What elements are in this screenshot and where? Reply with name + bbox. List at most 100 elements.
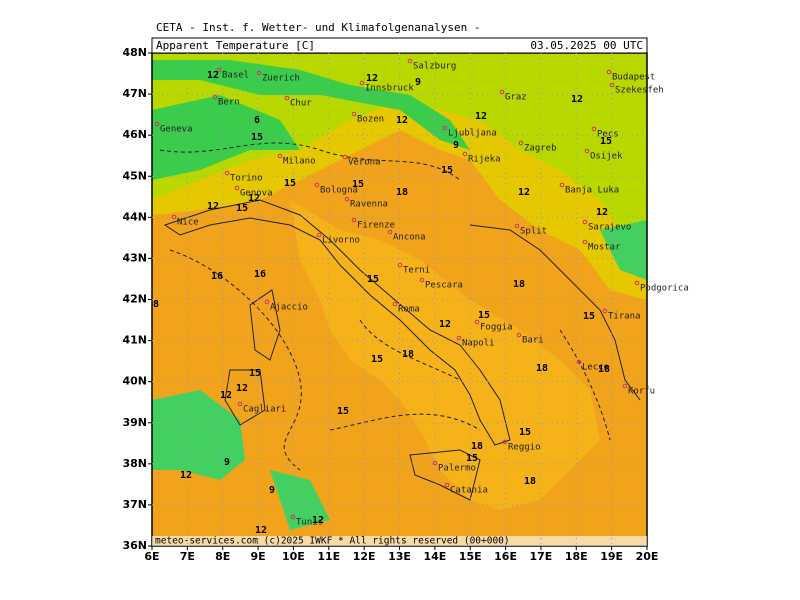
lat-label: 45N	[122, 169, 147, 182]
city-dot	[237, 401, 243, 407]
contour-label: 15	[583, 311, 595, 322]
lon-label: 13E	[388, 550, 411, 563]
contour-label: 15	[367, 274, 379, 285]
city-dot	[634, 280, 640, 286]
lat-label: 41N	[122, 334, 147, 347]
lon-label: 6E	[144, 550, 159, 563]
header: CETA - Inst. f. Wetter- und Klimafolgena…	[156, 21, 481, 34]
city-dot	[397, 262, 403, 268]
city-dot	[212, 94, 218, 100]
city-dot	[584, 148, 590, 154]
city-dot	[442, 125, 448, 131]
city-dot	[444, 482, 450, 488]
city-label: Banja Luka	[565, 186, 619, 196]
city-dot	[582, 219, 588, 225]
contour-label: 12	[596, 207, 608, 218]
contour-label: 6	[254, 115, 260, 126]
contour-label: 18	[471, 441, 483, 452]
city-label: Osijek	[590, 152, 623, 162]
city-label: Firenze	[357, 221, 395, 231]
city-label: Tunis	[296, 518, 323, 528]
contour-label: 18	[396, 187, 408, 198]
contour-label: 12	[396, 115, 408, 126]
city-label: Split	[520, 227, 547, 237]
contour-label: 15	[251, 132, 263, 143]
lat-label: 48N	[122, 46, 147, 59]
lon-label: 17E	[530, 550, 553, 563]
city-dot	[351, 111, 357, 117]
contour-label: 15	[519, 427, 531, 438]
city-label: Chur	[290, 99, 312, 109]
city-label: Genova	[240, 189, 273, 199]
footer: meteo-services.com (c)2025 IWKF * All ri…	[155, 536, 510, 547]
city-label: Graz	[505, 93, 527, 103]
lat-label: 36N	[122, 539, 147, 552]
contour-label: 12	[236, 383, 248, 394]
city-label: Ravenna	[350, 200, 388, 210]
city-label: Foggia	[480, 323, 513, 333]
city-dot	[518, 140, 524, 146]
city-dot	[351, 217, 357, 223]
field-green	[152, 60, 470, 180]
city-dot	[344, 196, 350, 202]
city-dot	[514, 223, 520, 229]
isolines	[159, 142, 611, 471]
city-dot	[591, 126, 597, 132]
lat-label: 44N	[122, 210, 147, 223]
city-dot	[602, 308, 608, 314]
panel-title: Apparent Temperature [C]	[156, 39, 315, 52]
contour-label: 12	[180, 470, 192, 481]
city-dot	[387, 229, 393, 235]
lon-label: 8E	[215, 550, 230, 563]
contour-label: 12	[248, 193, 260, 204]
contour-label: 12	[220, 390, 232, 401]
city-dot	[284, 95, 290, 101]
contour-label: 15	[371, 354, 383, 365]
city-label: Ancona	[393, 233, 426, 243]
city-label: Pescara	[425, 281, 463, 291]
field-yellowgreen	[152, 53, 647, 250]
contour-label: 9	[269, 485, 275, 496]
lon-label: 11E	[317, 550, 340, 563]
city-dot	[499, 89, 505, 95]
lon-label: 16E	[494, 550, 517, 563]
city-dot	[290, 514, 296, 520]
contour-label: 12	[255, 525, 267, 536]
contour-label: 8	[153, 299, 159, 310]
city-dot	[342, 154, 348, 160]
coastline	[163, 199, 641, 446]
contour-label: 18	[402, 349, 414, 360]
city-label: Salzburg	[413, 62, 456, 72]
city-label: Tirana	[608, 312, 641, 322]
contour-label: 18	[536, 363, 548, 374]
city-label: Podgorica	[640, 284, 689, 294]
city-label: Palermo	[438, 464, 476, 474]
city-label: Livorno	[322, 236, 360, 246]
contour-label: 12	[366, 73, 378, 84]
contour-label: 15	[284, 178, 296, 189]
city-dot	[559, 182, 565, 188]
city-dot	[314, 182, 320, 188]
city-label: Cagliari	[243, 405, 286, 415]
city-label: Reggio	[508, 443, 541, 453]
city-label: Bern	[218, 98, 240, 108]
islands	[224, 289, 481, 501]
field	[152, 53, 647, 546]
city-dot	[234, 185, 240, 191]
lon-label: 15E	[459, 550, 482, 563]
city-dot	[474, 319, 480, 325]
city-dot	[154, 121, 160, 127]
contour-label: 12	[518, 187, 530, 198]
lat-label: 37N	[122, 498, 147, 511]
city-label: Torino	[230, 174, 263, 184]
city-dot	[622, 383, 628, 389]
city-label: Nice	[177, 218, 199, 228]
city-dot	[502, 439, 508, 445]
city-label: Ljubljana	[448, 129, 497, 139]
contour-label: 12	[312, 515, 324, 526]
lat-label: 47N	[122, 87, 147, 100]
city-dot	[516, 332, 522, 338]
contour-label: 18	[598, 364, 610, 375]
lon-label: 10E	[282, 550, 305, 563]
city-dot	[359, 80, 365, 86]
